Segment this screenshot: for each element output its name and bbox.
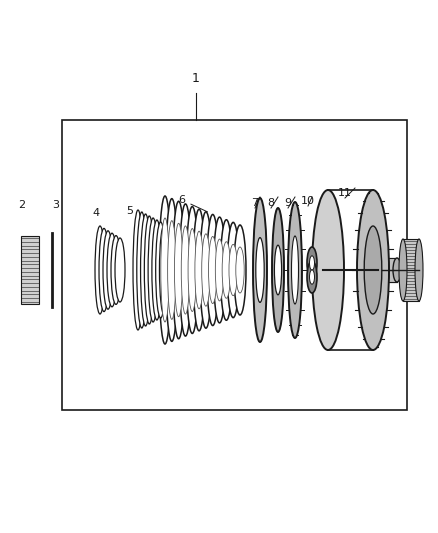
Text: 5: 5 <box>127 206 134 216</box>
Ellipse shape <box>181 226 190 314</box>
Text: 10: 10 <box>301 196 315 206</box>
Ellipse shape <box>152 220 162 320</box>
Text: 3: 3 <box>53 200 60 210</box>
Ellipse shape <box>99 229 109 312</box>
Ellipse shape <box>174 223 183 317</box>
Ellipse shape <box>288 202 302 338</box>
Ellipse shape <box>115 238 125 302</box>
Ellipse shape <box>155 222 166 318</box>
Ellipse shape <box>364 226 382 314</box>
Ellipse shape <box>272 208 284 332</box>
Ellipse shape <box>310 270 314 284</box>
Text: 11: 11 <box>338 188 352 198</box>
Ellipse shape <box>368 250 378 290</box>
Ellipse shape <box>195 231 203 309</box>
Ellipse shape <box>227 222 239 318</box>
Ellipse shape <box>148 218 158 322</box>
Ellipse shape <box>253 198 267 342</box>
Ellipse shape <box>222 242 230 298</box>
Ellipse shape <box>193 209 205 331</box>
Ellipse shape <box>200 212 212 328</box>
Ellipse shape <box>173 201 185 339</box>
Text: 4: 4 <box>92 208 99 218</box>
Ellipse shape <box>393 258 401 282</box>
Ellipse shape <box>215 239 224 301</box>
Ellipse shape <box>180 204 191 336</box>
Bar <box>62 120 407 410</box>
Ellipse shape <box>207 214 219 326</box>
Ellipse shape <box>310 256 314 270</box>
Bar <box>403 239 419 301</box>
Ellipse shape <box>186 207 198 334</box>
Ellipse shape <box>166 199 178 341</box>
Ellipse shape <box>399 239 407 301</box>
Text: 7: 7 <box>251 198 258 208</box>
Ellipse shape <box>307 261 317 293</box>
Ellipse shape <box>111 236 121 304</box>
Ellipse shape <box>103 231 113 309</box>
Ellipse shape <box>234 225 246 315</box>
Ellipse shape <box>381 254 389 286</box>
Ellipse shape <box>274 245 282 295</box>
Text: 1: 1 <box>192 72 200 85</box>
Ellipse shape <box>163 226 173 314</box>
Ellipse shape <box>357 190 389 350</box>
Text: 6: 6 <box>179 195 208 212</box>
Ellipse shape <box>145 216 154 324</box>
Ellipse shape <box>168 221 176 319</box>
Ellipse shape <box>292 236 299 304</box>
Text: 8: 8 <box>268 198 275 208</box>
Ellipse shape <box>256 238 264 302</box>
Ellipse shape <box>141 214 151 326</box>
Text: 9: 9 <box>284 198 292 208</box>
Ellipse shape <box>208 237 217 304</box>
Ellipse shape <box>159 196 171 344</box>
Ellipse shape <box>188 229 197 311</box>
Ellipse shape <box>220 220 233 320</box>
Ellipse shape <box>415 239 423 301</box>
Bar <box>21 236 39 304</box>
Ellipse shape <box>167 228 177 312</box>
Ellipse shape <box>202 234 210 306</box>
Ellipse shape <box>214 217 226 323</box>
Ellipse shape <box>161 218 169 322</box>
Ellipse shape <box>137 212 147 328</box>
Ellipse shape <box>312 190 344 350</box>
Ellipse shape <box>133 210 143 330</box>
Ellipse shape <box>229 244 237 296</box>
Ellipse shape <box>236 247 244 293</box>
Ellipse shape <box>159 224 170 316</box>
Text: 2: 2 <box>18 200 25 210</box>
Ellipse shape <box>307 247 317 279</box>
Ellipse shape <box>107 233 117 307</box>
Ellipse shape <box>95 226 105 314</box>
